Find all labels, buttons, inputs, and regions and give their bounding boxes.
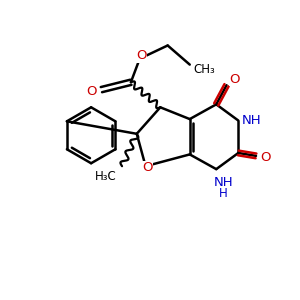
Text: CH₃: CH₃ <box>194 62 215 76</box>
Text: O: O <box>87 85 97 98</box>
Text: H: H <box>219 187 228 200</box>
Text: H₃C: H₃C <box>95 170 117 183</box>
Text: O: O <box>230 73 240 86</box>
Text: O: O <box>260 151 271 164</box>
Text: NH: NH <box>214 176 233 189</box>
Text: NH: NH <box>242 114 261 127</box>
Text: O: O <box>142 161 152 174</box>
Text: O: O <box>136 49 146 62</box>
